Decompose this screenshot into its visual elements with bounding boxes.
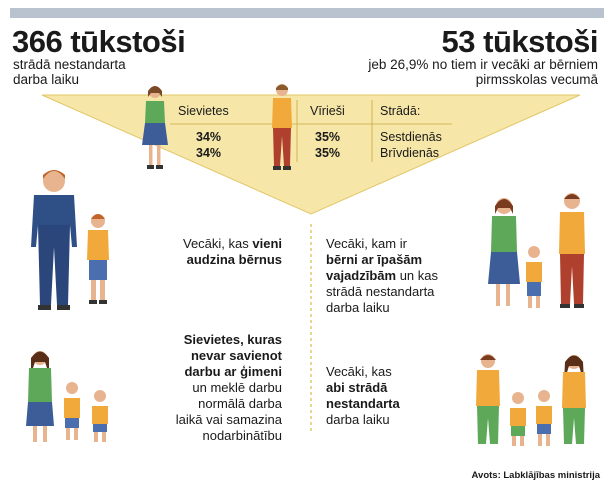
women-block-text: Sievietes, kuras nevar savienot darbu ar… — [175, 332, 282, 443]
day-saturday: Sestdienās — [380, 130, 442, 144]
family-with-children-icon — [488, 193, 585, 308]
day-weekend: Brīvdienās — [380, 146, 440, 160]
source-credit: Avots: Labklājības ministrija — [471, 470, 600, 481]
right-stat-number: 53 tūkstoši — [441, 24, 599, 59]
table-header-works: Strādā: — [380, 104, 421, 118]
table-header-women: Sievietes — [178, 104, 229, 118]
single-father-with-child-icon — [31, 170, 109, 310]
special-needs-text: Vecāki, kam ir bērni ar īpašām vajadzībā… — [326, 236, 439, 315]
table-header-men: Vīrieši — [310, 104, 345, 118]
header-bar — [10, 8, 604, 18]
women-value-weekend: 34% — [196, 146, 222, 160]
left-stat-number: 366 tūkstoši — [12, 24, 186, 59]
right-stat-line1: jeb 26,9% no tiem ir vecāki ar bērniem — [368, 57, 598, 72]
men-value-weekend: 35% — [315, 146, 341, 160]
man-figure-icon — [272, 84, 292, 170]
left-stat-line1: strādā nestandarta — [13, 57, 126, 72]
men-value-saturday: 35% — [315, 130, 341, 144]
single-mother-with-children-icon — [26, 351, 108, 442]
women-value-saturday: 34% — [196, 130, 222, 144]
parents-with-children-icon — [476, 354, 586, 446]
left-stat-line2: darba laiku — [13, 72, 80, 87]
single-parents-text: Vecāki, kas vieni audzina bērnus — [183, 236, 282, 267]
woman-figure-icon — [142, 86, 168, 169]
right-stat-line2: pirmsskolas vecumā — [475, 72, 598, 87]
both-work-text: Vecāki, kas abi strādā nestandarta darba… — [326, 364, 400, 427]
